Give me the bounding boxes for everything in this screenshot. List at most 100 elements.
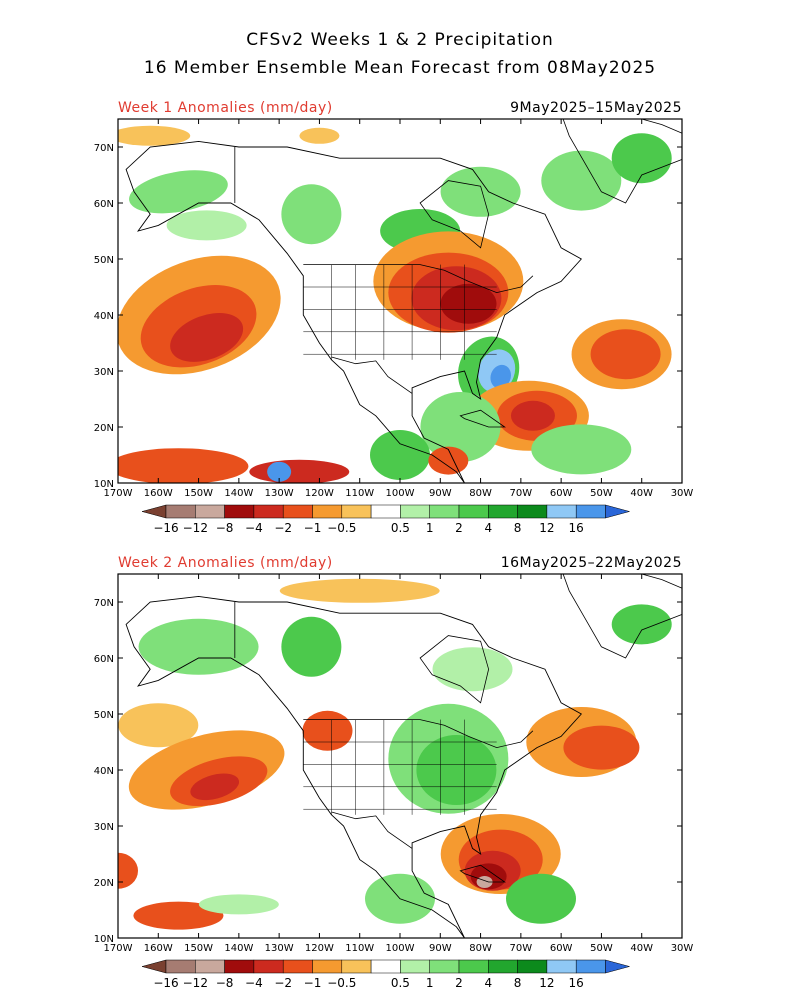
colorbar-label: 8 xyxy=(514,521,522,535)
chart-title-line1: CFSv2 Weeks 1 & 2 Precipitation xyxy=(246,30,554,50)
lon-tick-label: 60W xyxy=(550,488,573,499)
colorbar-swatch xyxy=(341,504,372,519)
cuba-coast xyxy=(459,409,506,428)
colorbar-swatch xyxy=(341,959,372,974)
lon-tick-label: 70W xyxy=(510,943,533,954)
lon-tick-label: 130W xyxy=(265,943,294,954)
greenland-coast xyxy=(562,119,682,204)
anomaly-contour xyxy=(281,616,342,677)
anomaly-contour xyxy=(563,725,640,770)
panel1-anomaly-field xyxy=(118,119,682,483)
lon-tick-label: 100W xyxy=(386,943,415,954)
colorbar-swatch xyxy=(312,959,343,974)
anomaly-contour xyxy=(531,424,632,475)
lon-tick-label: 110W xyxy=(345,488,374,499)
lon-tick-label: 30W xyxy=(671,943,694,954)
colorbar-swatch xyxy=(253,959,284,974)
anomaly-contour xyxy=(432,647,513,692)
lon-tick-label: 90W xyxy=(429,943,452,954)
anomaly-contour xyxy=(590,329,661,380)
lon-tick-label: 80W xyxy=(469,943,492,954)
lon-tick-label: 60W xyxy=(550,943,573,954)
anomaly-contour xyxy=(302,710,353,751)
anomaly-contour xyxy=(611,604,672,645)
colorbar-label: 16 xyxy=(569,521,584,535)
lon-tick-label: 50W xyxy=(590,943,613,954)
lon-tick-label: 40W xyxy=(630,943,653,954)
colorbar-arrow-left xyxy=(141,504,167,519)
lon-tick-label: 130W xyxy=(265,488,294,499)
coastline xyxy=(125,140,583,483)
lat-tick-label: 20N xyxy=(94,423,114,434)
colorbar-swatch xyxy=(165,504,196,519)
colorbar-swatch xyxy=(282,959,313,974)
lon-tick-label: 140W xyxy=(224,943,253,954)
coastline xyxy=(125,595,583,938)
us-mexico-border xyxy=(331,811,413,849)
colorbar-label: 1 xyxy=(426,521,434,535)
anomaly-contour xyxy=(281,184,342,245)
colorbar-label: −16 xyxy=(153,976,178,990)
lon-tick-label: 160W xyxy=(144,943,173,954)
lat-tick-label: 10N xyxy=(94,934,114,945)
colorbar-label: −8 xyxy=(216,521,234,535)
colorbar-label: −0.5 xyxy=(327,521,356,535)
colorbar-label: −16 xyxy=(153,521,178,535)
colorbar-label: −2 xyxy=(274,521,292,535)
lon-tick-label: 160W xyxy=(144,488,173,499)
colorbar-label: 8 xyxy=(514,976,522,990)
colorbar-swatch xyxy=(224,504,255,519)
anomaly-contour xyxy=(611,133,672,184)
lon-tick-label: 120W xyxy=(305,943,334,954)
lon-tick-label: 70W xyxy=(510,488,533,499)
us-canada-border xyxy=(303,719,534,749)
colorbar-swatch xyxy=(429,504,460,519)
anomaly-contour xyxy=(267,461,292,482)
colorbar-label: −4 xyxy=(245,521,263,535)
hudson-bay-coast xyxy=(419,635,490,704)
colorbar-label: 1 xyxy=(426,976,434,990)
lon-tick-label: 80W xyxy=(469,488,492,499)
anomaly-contour xyxy=(416,735,497,805)
lon-tick-label: 150W xyxy=(184,488,213,499)
colorbar-swatch xyxy=(517,504,548,519)
lat-tick-label: 50N xyxy=(94,710,114,721)
panel2-title: Week 2 Anomalies (mm/day) xyxy=(118,555,333,571)
panel1-title: Week 1 Anomalies (mm/day) xyxy=(118,100,333,116)
anomaly-contour xyxy=(198,894,279,915)
lon-tick-label: 110W xyxy=(345,943,374,954)
anomaly-contour xyxy=(299,127,340,144)
anomaly-contour xyxy=(506,873,576,924)
anomaly-contour xyxy=(166,210,247,241)
us-mexico-border xyxy=(331,356,413,394)
anomaly-contour xyxy=(133,901,224,930)
colorbar-swatch xyxy=(165,959,196,974)
lat-tick-label: 30N xyxy=(94,367,114,378)
lat-tick-label: 70N xyxy=(94,598,114,609)
chart-title-line2: 16 Member Ensemble Mean Forecast from 08… xyxy=(143,58,657,78)
colorbar-swatch xyxy=(282,504,313,519)
colorbar-label: 2 xyxy=(455,521,463,535)
anomaly-contour xyxy=(118,448,249,483)
colorbar-label: −12 xyxy=(183,976,208,990)
anomaly-contour xyxy=(118,703,199,748)
colorbar-swatch xyxy=(517,959,548,974)
colorbar-swatch xyxy=(575,504,606,519)
anomaly-contour xyxy=(249,459,350,483)
colorbar-swatch xyxy=(429,959,460,974)
colorbar-swatch xyxy=(400,959,430,974)
colorbar-label: 0.5 xyxy=(391,976,410,990)
colorbar-label: 4 xyxy=(484,521,492,535)
colorbar-label: 12 xyxy=(539,521,554,535)
anomaly-contour xyxy=(420,392,501,462)
lon-tick-label: 50W xyxy=(590,488,613,499)
lat-tick-label: 50N xyxy=(94,255,114,266)
lon-tick-label: 90W xyxy=(429,488,452,499)
colorbar-label: 2 xyxy=(455,976,463,990)
colorbar-swatch xyxy=(224,959,255,974)
anomaly-contour xyxy=(190,773,240,801)
panel2-anomaly-field xyxy=(118,574,682,938)
colorbar-swatch xyxy=(458,959,489,974)
colorbar-arrow-left xyxy=(141,959,167,974)
